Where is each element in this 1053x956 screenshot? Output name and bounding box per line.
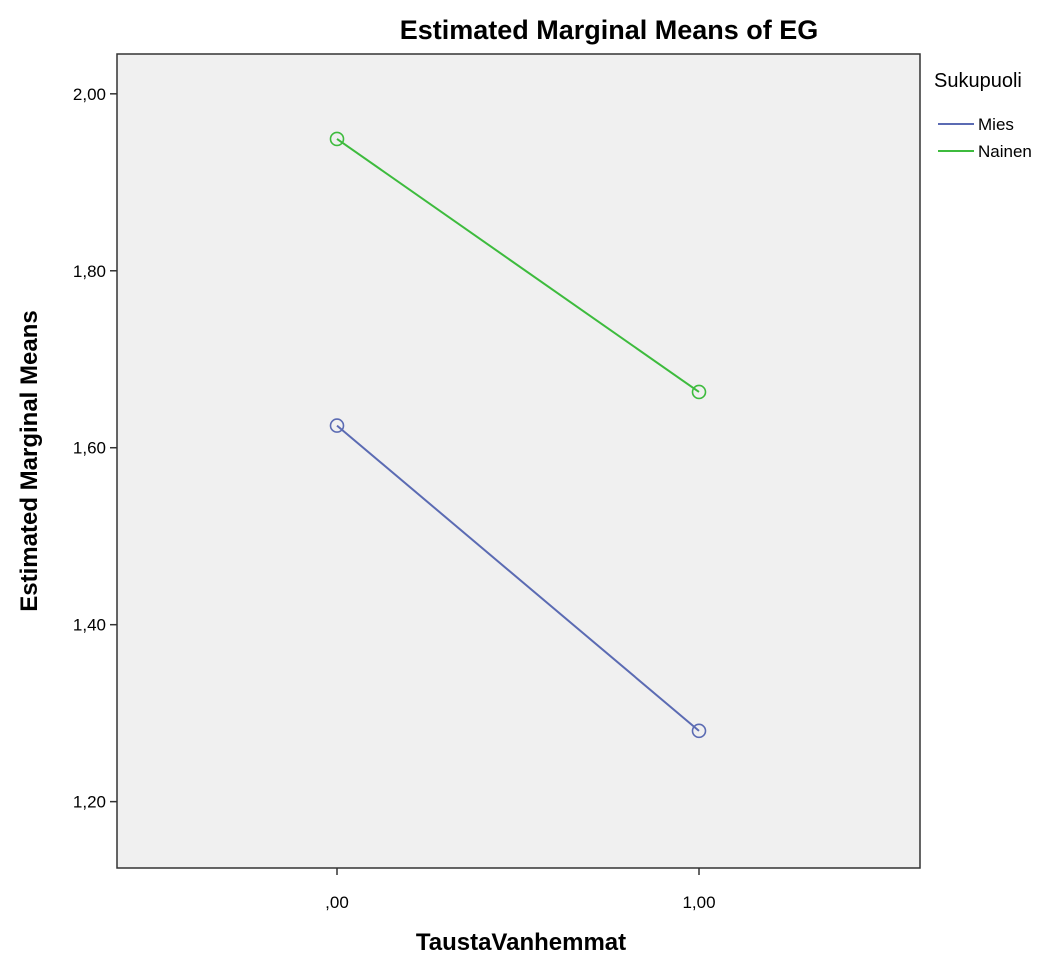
y-axis-label: Estimated Marginal Means [16,310,43,611]
plot-area [116,53,921,869]
legend: Sukupuoli Mies Nainen [934,70,1032,161]
x-axis: ,00 1,00 [325,868,716,912]
chart-title: Estimated Marginal Means of EG [400,15,819,45]
legend-items: Mies Nainen [938,115,1032,161]
y-tick-label: 1,60 [73,439,106,458]
legend-label: Nainen [978,142,1032,161]
data-point-mies [691,723,707,739]
x-tick-label: ,00 [325,893,349,912]
x-tick-label: 1,00 [682,893,715,912]
legend-title: Sukupuoli [934,70,1022,92]
series-line-nainen [336,138,700,393]
y-tick-label: 1,80 [73,262,106,281]
y-axis: 1,20 1,40 1,60 1,80 2,00 [73,85,117,812]
y-tick-label: 1,40 [73,616,106,635]
data-point-nainen [329,131,345,147]
data-point-mies [329,418,345,433]
legend-label: Mies [978,115,1014,134]
x-axis-label: TaustaVanhemmat [416,929,626,956]
y-tick-label: 2,00 [73,85,106,104]
y-tick-label: 1,20 [73,793,106,812]
series-layer [329,131,707,739]
series-line-mies [336,424,700,732]
data-point-nainen [691,384,707,400]
